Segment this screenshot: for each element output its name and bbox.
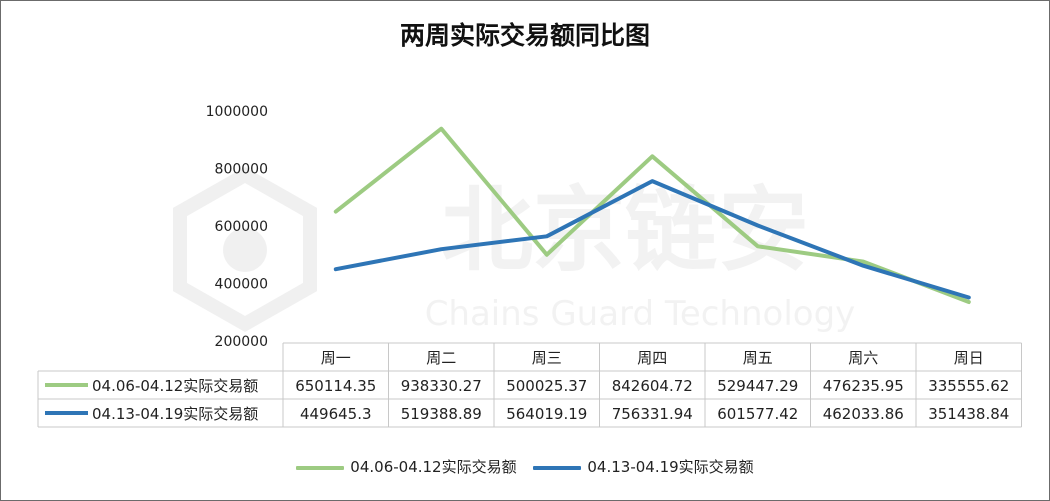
data-label: 756331.94: [612, 405, 693, 423]
x-tick-label: 周六: [848, 349, 878, 367]
y-tick-label: 400000: [215, 277, 268, 293]
data-label: 462033.86: [823, 405, 904, 423]
x-tick-label: 周二: [426, 349, 456, 367]
data-label: 601577.42: [717, 405, 798, 423]
x-tick-label: 周日: [954, 349, 984, 367]
x-tick-label: 周四: [637, 349, 667, 367]
x-tick-label: 周五: [743, 349, 773, 367]
series-line-2: [333, 179, 971, 300]
data-label: 529447.29: [717, 377, 798, 395]
data-label: 842604.72: [612, 377, 693, 395]
table-series-name: 04.13-04.19实际交易额: [92, 405, 258, 423]
table-series-name: 04.06-04.12实际交易额: [92, 377, 258, 395]
x-tick-label: 周三: [532, 349, 562, 367]
data-table: 周一 周二 周三 周四 周五 周六 周日 04.06-04.12实际交易额 650114.35 9…: [37, 342, 1022, 428]
legend-label-series-1: 04.06-04.12实际交易额: [350, 458, 517, 476]
data-label: 449645.3: [300, 405, 372, 423]
legend-label-series-2: 04.13-04.19实际交易额: [587, 458, 754, 476]
y-tick-label: 1000000: [206, 104, 268, 120]
watermark-subtitle: Chains Guard Technology: [425, 294, 856, 334]
watermark-logo-icon: [173, 166, 317, 333]
x-tick-label: 周一: [321, 349, 351, 367]
y-tick-label: 600000: [215, 219, 268, 235]
data-label: 938330.27: [401, 377, 482, 395]
y-tick-label: 200000: [215, 334, 268, 350]
y-axis: 1000000 800000 600000 400000 200000: [206, 104, 268, 350]
data-label: 519388.89: [401, 405, 482, 423]
data-label: 476235.95: [823, 377, 904, 395]
series-line-1: [333, 126, 971, 304]
data-label: 500025.37: [506, 377, 587, 395]
legend-swatch-series-1: [296, 465, 345, 470]
data-label: 650114.35: [295, 377, 376, 395]
data-label: 564019.19: [506, 405, 587, 423]
legend-item-series-2: 04.13-04.19实际交易额: [533, 456, 754, 477]
chart-title: 两周实际交易额同比图: [399, 21, 650, 50]
watermark: 北京链安 Chains Guard Technology: [173, 166, 856, 334]
y-tick-label: 800000: [215, 162, 268, 178]
legend-item-series-1: 04.06-04.12实际交易额: [296, 456, 517, 477]
data-label: 351438.84: [928, 405, 1009, 423]
plot-lines: [333, 126, 971, 304]
legend-swatch-series-2: [533, 465, 582, 470]
legend: 04.06-04.12实际交易额 04.13-04.19实际交易额: [0, 456, 1050, 477]
data-label: 335555.62: [928, 377, 1009, 395]
